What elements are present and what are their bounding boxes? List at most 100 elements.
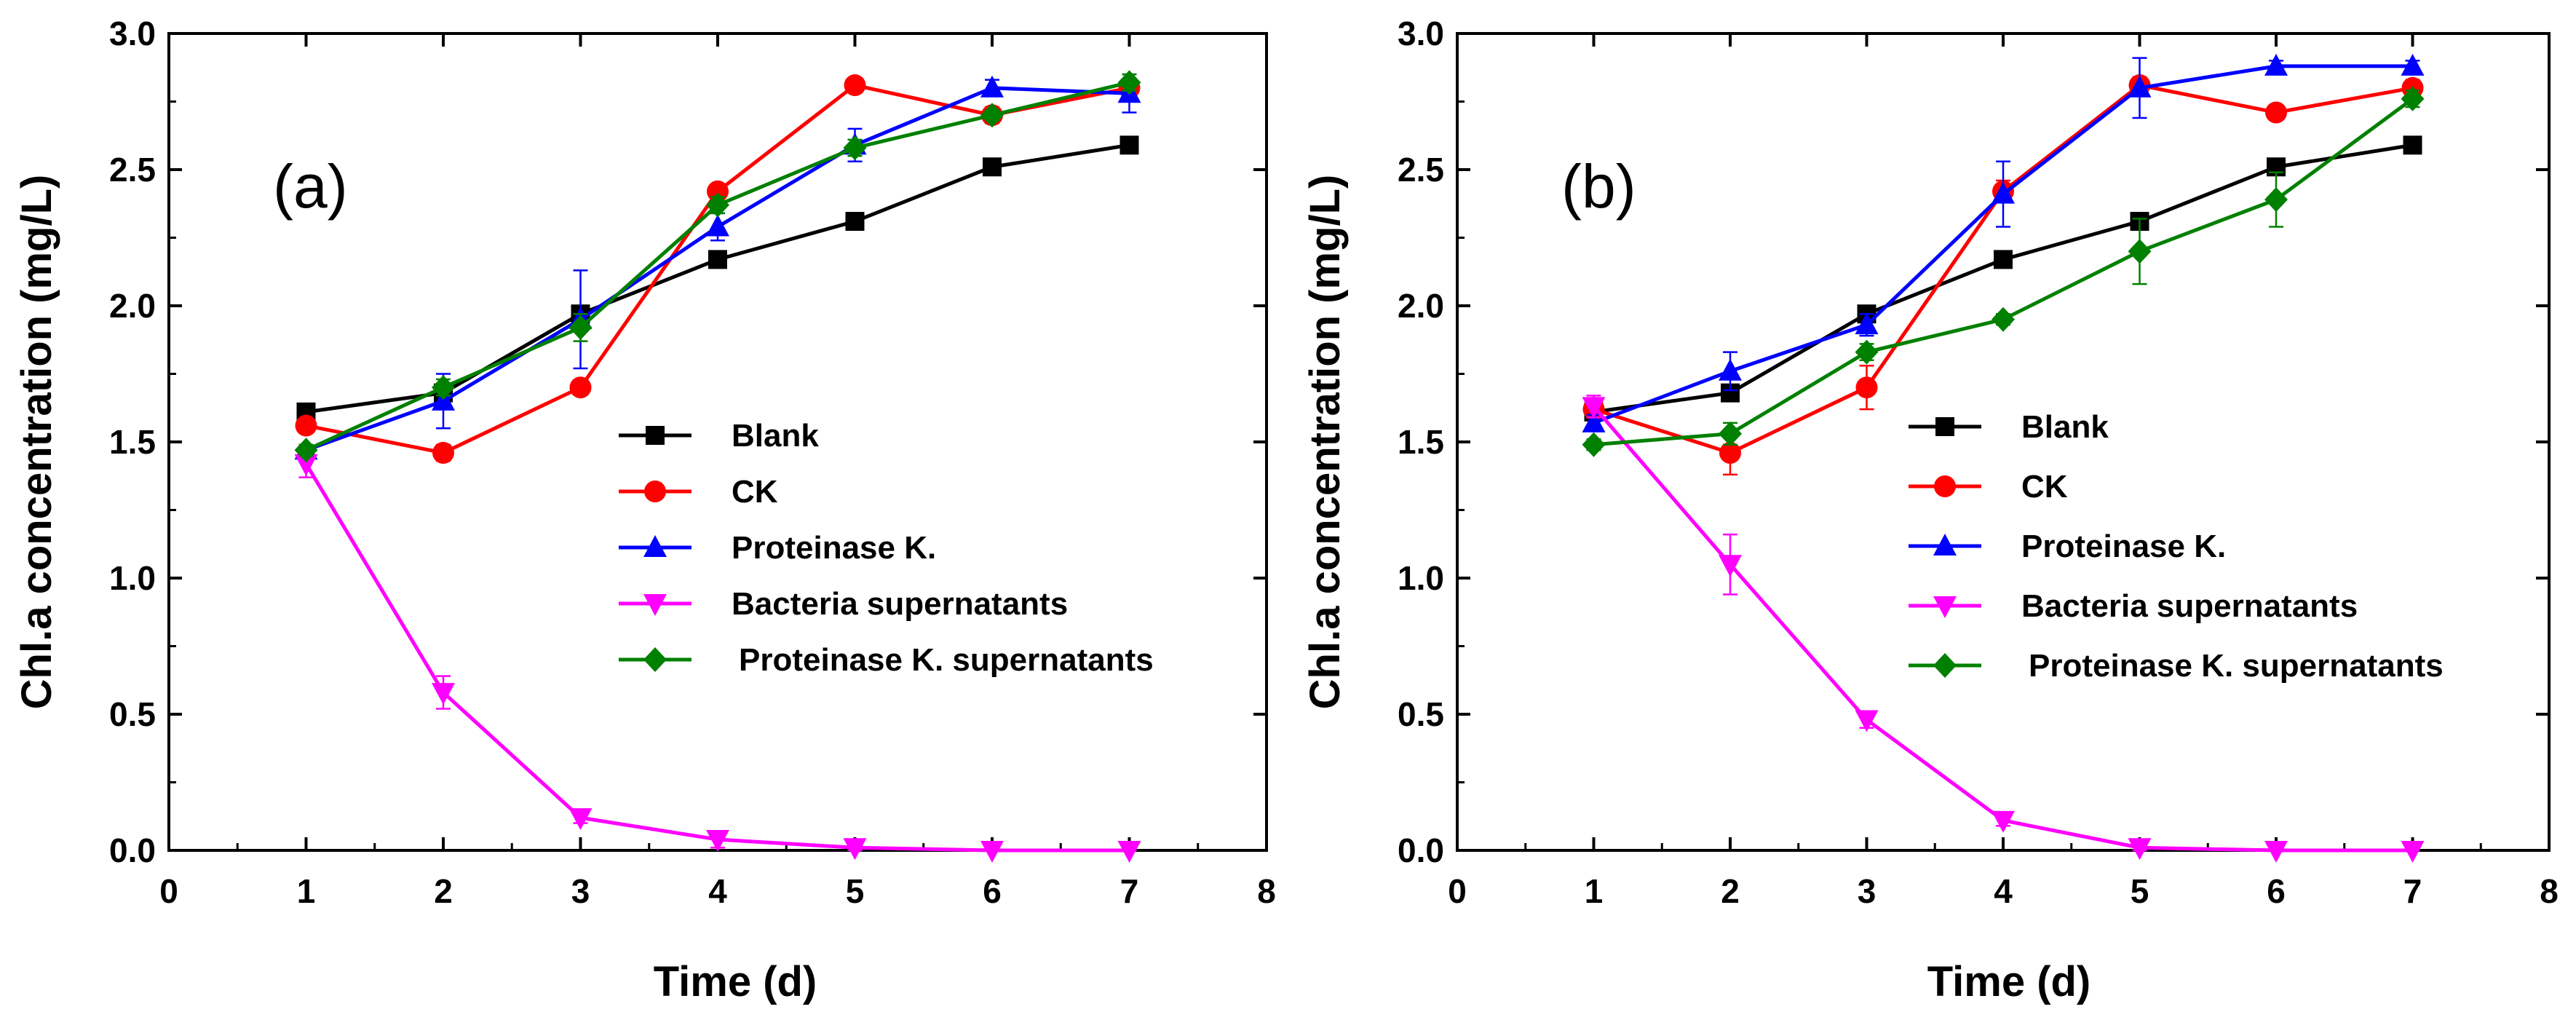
marker-diamond-point-7: [1117, 70, 1141, 95]
x-tick-label: 1: [1585, 872, 1604, 910]
legend: Blank CK Proteinase K. Bacteria supernatant…: [619, 418, 1154, 678]
panel-label: (b): [1561, 152, 1636, 221]
y-tick-label: 2.0: [109, 287, 156, 325]
x-axis-title: Time (d): [1927, 958, 2091, 1005]
x-tick-label: 3: [571, 872, 590, 910]
y-tick-label: 0.5: [109, 695, 156, 733]
marker-circle-point-3: [1855, 376, 1878, 399]
marker-triangle-down-point-5: [843, 838, 867, 861]
series-proteinase-k-supernatants: [294, 70, 1141, 463]
y-tick-label: 3.0: [1398, 15, 1444, 52]
legend-label: Bacteria supernatants: [2021, 588, 2358, 624]
marker-square-point-7: [1119, 135, 1139, 155]
x-tick-label: 4: [1994, 872, 2013, 910]
marker-diamond-point-6: [980, 103, 1004, 128]
marker-triangle-down-point-4: [706, 830, 729, 853]
y-tick-label: 0.0: [1398, 831, 1444, 869]
y-tick-label: 3.0: [109, 15, 156, 52]
y-axis-title: Chl.a concentration (mg/L): [1301, 175, 1349, 710]
y-tick-label: 1.0: [109, 559, 156, 597]
marker-square-point-6: [983, 157, 1002, 177]
legend: Blank CK Proteinase K. Bacteria supernatant…: [1909, 409, 2444, 684]
marker-square-point-4: [708, 250, 727, 269]
legend-label: Bacteria supernatants: [732, 586, 1068, 622]
marker-circle-point-2: [432, 441, 454, 464]
legend-entry: Blank: [619, 418, 819, 454]
marker-triangle-down-legend: [643, 594, 667, 616]
x-tick-label: 7: [2403, 872, 2422, 910]
marker-triangle-up-legend: [1933, 534, 1957, 556]
marker-diamond-point-6: [2264, 187, 2288, 213]
marker-triangle-down-point-3: [1855, 710, 1879, 732]
marker-triangle-down-point-6: [980, 841, 1004, 863]
marker-square-legend: [1935, 417, 1954, 436]
marker-triangle-down-point-1: [1582, 397, 1606, 419]
legend-entry: Blank: [1909, 409, 2109, 445]
legend-entry: Proteinase K. supernatants: [619, 642, 1154, 678]
marker-diamond-point-1: [294, 438, 318, 463]
x-tick-label: 3: [1858, 872, 1876, 910]
legend-entry: Bacteria supernatants: [619, 586, 1068, 622]
marker-triangle-down-point-2: [1719, 555, 1742, 577]
y-tick-label: 1.5: [1398, 423, 1444, 461]
y-tick-label: 0.0: [109, 831, 156, 869]
legend-label: Blank: [2021, 409, 2109, 445]
x-tick-label: 8: [2540, 872, 2559, 910]
x-tick-label: 2: [1721, 872, 1740, 910]
y-tick-label: 0.5: [1398, 695, 1444, 733]
legend-label: Proteinase K.: [2021, 529, 2226, 564]
marker-circle-point-3: [569, 376, 592, 399]
legend-label: Proteinase K. supernatants: [739, 642, 1154, 678]
y-tick-label: 2.5: [109, 151, 156, 189]
marker-diamond-point-7: [2401, 86, 2425, 111]
marker-diamond-point-3: [1855, 339, 1879, 365]
y-axis-title: Chl.a concentration (mg/L): [13, 175, 60, 710]
marker-triangle-down-point-4: [1992, 810, 2015, 833]
legend-label: Proteinase K. supernatants: [2029, 648, 2444, 684]
marker-square-point-4: [1994, 250, 2013, 269]
legend-entry: CK: [1909, 469, 2068, 505]
marker-diamond-point-5: [843, 135, 867, 161]
marker-triangle-down-point-7: [2401, 841, 2425, 863]
panel-label: (a): [273, 152, 348, 221]
marker-triangle-up-point-1: [1582, 410, 1606, 432]
series-bacteria-supernatants: [294, 448, 1141, 863]
marker-square-legend: [646, 426, 665, 445]
series-proteinase-k: [1582, 53, 2425, 432]
x-axis-title: Time (d): [654, 958, 817, 1005]
series-bacteria-supernatants: [1582, 395, 2425, 863]
marker-diamond-point-4: [706, 192, 729, 218]
series-proteinase-k-supernatants: [1582, 86, 2425, 457]
marker-triangle-up-point-4: [1992, 181, 2015, 204]
legend-label: CK: [732, 474, 778, 510]
x-tick-label: 6: [983, 872, 1002, 910]
x-tick-label: 1: [297, 872, 316, 910]
marker-diamond-point-2: [432, 375, 455, 400]
x-tick-label: 0: [1448, 872, 1467, 910]
x-tick-label: 7: [1120, 872, 1139, 910]
legend-entry: Proteinase K.: [1909, 529, 2226, 564]
y-tick-label: 1.5: [109, 423, 156, 461]
marker-circle-point-2: [1719, 441, 1741, 464]
marker-triangle-down-point-5: [2128, 838, 2152, 861]
y-tick-label: 2.0: [1398, 287, 1444, 325]
marker-triangle-up-point-3: [1855, 312, 1879, 335]
marker-triangle-down-point-6: [2264, 841, 2288, 863]
legend-label: Proteinase K.: [732, 530, 936, 566]
marker-diamond-legend: [643, 647, 667, 672]
legend-entry: CK: [619, 474, 778, 510]
marker-triangle-up-point-5: [2128, 75, 2152, 98]
legend-entry: Proteinase K. supernatants: [1909, 648, 2444, 684]
chart-panel-a: 0 1 2 3 4 5 6 7 8 0.0 0.5 1.0 1.5 2.0 2.5 3.0 Time (d) Ch…: [13, 15, 1276, 1005]
marker-diamond-point-5: [2128, 239, 2152, 264]
marker-triangle-down-legend: [1933, 596, 1957, 618]
marker-diamond-point-2: [1719, 421, 1742, 446]
marker-triangle-down-point-7: [1117, 841, 1141, 863]
x-tick-label: 6: [2267, 872, 2286, 910]
marker-triangle-down-point-2: [432, 683, 455, 705]
marker-diamond-point-3: [568, 315, 593, 340]
y-tick-label: 2.5: [1398, 151, 1444, 189]
x-tick-label: 5: [2131, 872, 2149, 910]
legend-label: CK: [2021, 469, 2068, 505]
